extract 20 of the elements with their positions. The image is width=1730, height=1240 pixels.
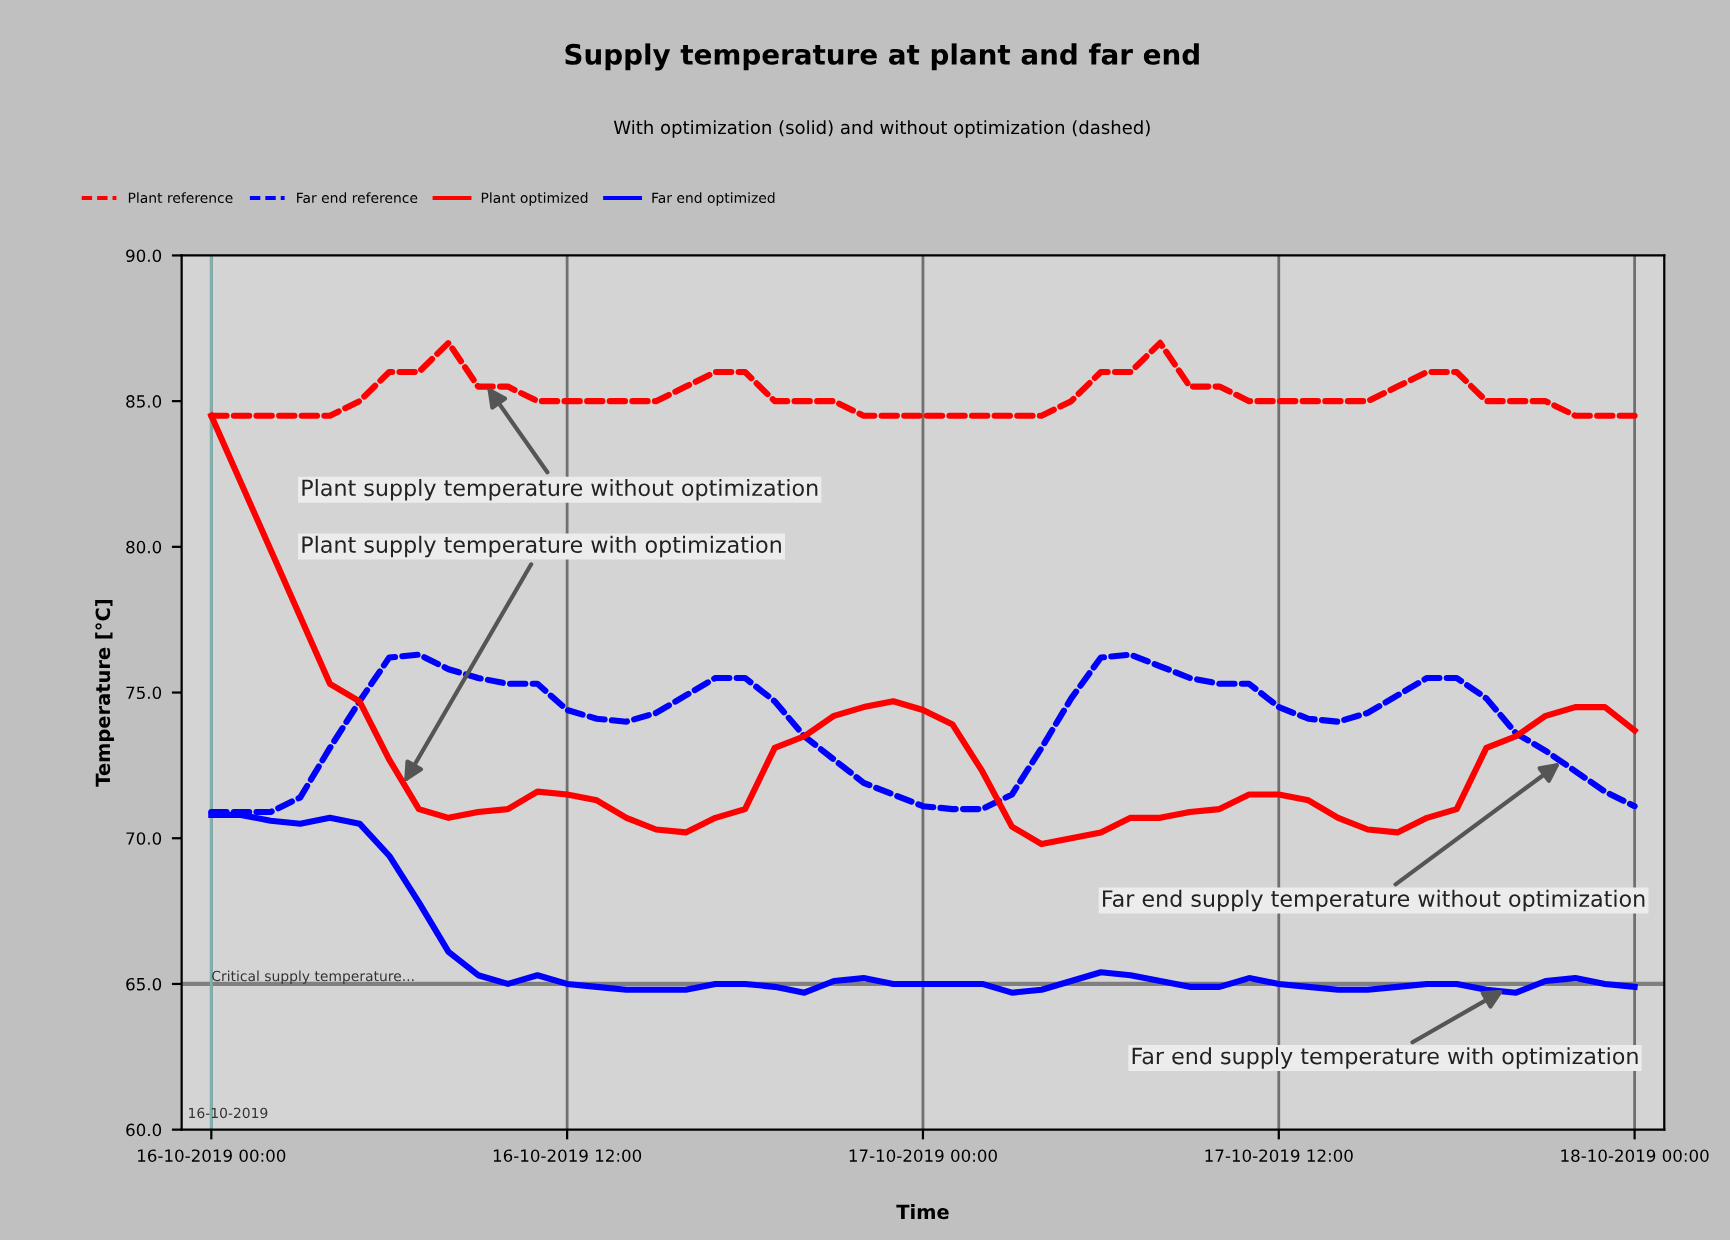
x-tick-label: 17-10-2019 00:00 [849,1149,997,1162]
y-tick-label: 85.0 [126,395,162,408]
y-tick-label: 60.0 [126,1123,162,1137]
x-tick-label: 16-10-2019 12:00 [493,1149,642,1162]
y-axis-title: Temperature [°C] [95,600,114,787]
y-tick-label: 65.0 [126,977,162,991]
x-tick-label: 16-10-2019 00:00 [138,1149,286,1162]
y-tick-label: 75.0 [126,686,162,700]
x-tick-label: 18-10-2019 00:00 [1561,1149,1709,1162]
chart-title: Supply temperature at plant and far end [565,43,1199,71]
chart-subtitle: With optimization (solid) and without optimization (dashed) [613,120,1150,138]
y-tick-label: 70.0 [126,832,162,845]
y-tick-label: 90.0 [126,249,162,263]
x-axis-title: Time [896,1204,949,1220]
annotation: Far end supply temperature without optimization [1103,889,1645,912]
annotation: Far end supply temperature with optimization [1132,1047,1638,1069]
x-tick-label: 17-10-2019 12:00 [1205,1149,1353,1162]
annotation: Plant supply temperature without optimization [302,478,818,501]
y-tick-label: 80.0 [126,540,162,554]
annotation: Plant supply temperature with optimization [302,535,781,558]
